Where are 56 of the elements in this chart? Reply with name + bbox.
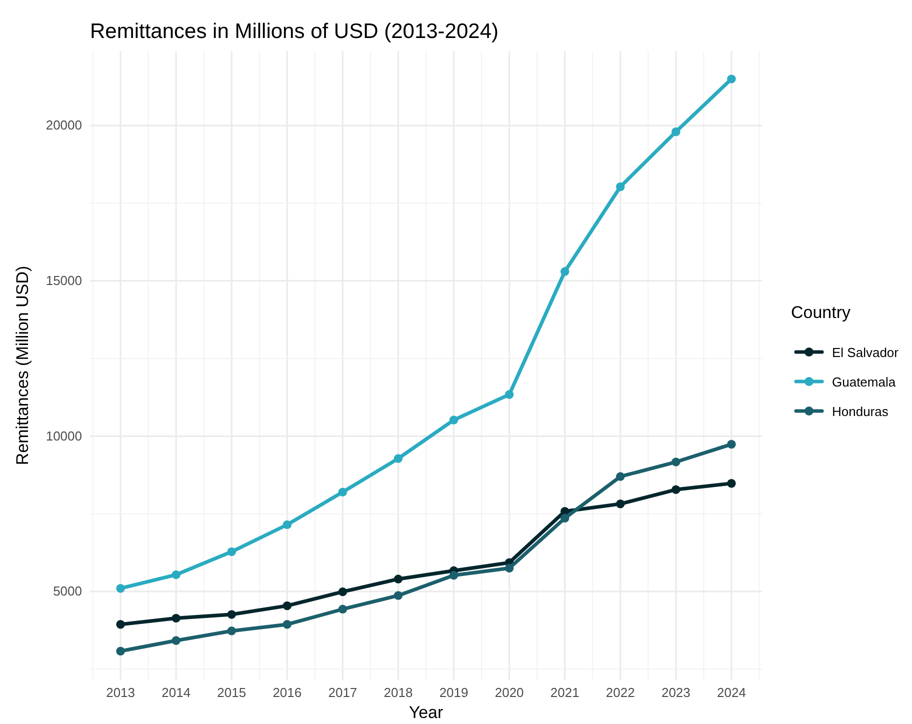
y-tick-label: 15000 [46, 273, 82, 288]
point [172, 614, 180, 623]
x-tick-label: 2016 [272, 685, 302, 700]
point [394, 574, 403, 584]
point [727, 440, 736, 449]
x-tick-label: 2018 [384, 685, 413, 700]
x-tick-label: 2024 [716, 685, 746, 700]
point [172, 636, 180, 645]
x-tick-label: 2017 [328, 685, 358, 700]
point [727, 74, 736, 84]
point [227, 547, 236, 556]
legend-label: Honduras [832, 404, 889, 419]
point [172, 570, 180, 580]
point [338, 587, 348, 596]
y-tick-label: 10000 [46, 428, 82, 444]
point [672, 458, 680, 466]
point [560, 514, 570, 523]
point [672, 485, 680, 494]
point [616, 182, 625, 192]
x-tick-label: 2014 [162, 685, 191, 700]
legend-label: El Salvador [832, 345, 900, 360]
chart-title: Remittances in Millions of USD (2013-2024) [90, 20, 499, 43]
x-tick-label: 2015 [217, 685, 246, 700]
x-tick-label: 2021 [550, 685, 580, 700]
y-tick-label: 5000 [53, 584, 82, 599]
point [338, 604, 348, 614]
legend-title: Country [791, 303, 852, 322]
y-tick-label: 20000 [46, 118, 82, 133]
x-tick-label: 2019 [439, 685, 468, 700]
x-axis-title: Year [408, 703, 444, 722]
point [504, 390, 514, 399]
point [282, 601, 292, 610]
x-tick-label: 2020 [494, 685, 524, 700]
point [394, 591, 403, 600]
x-tick-label: 2013 [106, 685, 136, 700]
point [394, 454, 403, 463]
point [227, 626, 236, 636]
x-tick-label: 2022 [606, 685, 635, 700]
point [227, 610, 236, 619]
point [116, 646, 125, 656]
point [282, 520, 292, 530]
point [449, 416, 458, 424]
point [616, 500, 625, 508]
point [672, 127, 680, 136]
point [116, 620, 125, 629]
point [116, 584, 125, 593]
point [560, 267, 570, 276]
y-axis-title: Remittances (Million USD) [13, 266, 32, 466]
x-tick-label: 2023 [661, 685, 690, 700]
point [504, 564, 514, 573]
point [616, 472, 625, 481]
point [449, 570, 458, 580]
legend-label: Guatemala [832, 374, 896, 390]
point [282, 620, 292, 629]
point [338, 488, 348, 496]
point [727, 479, 736, 488]
